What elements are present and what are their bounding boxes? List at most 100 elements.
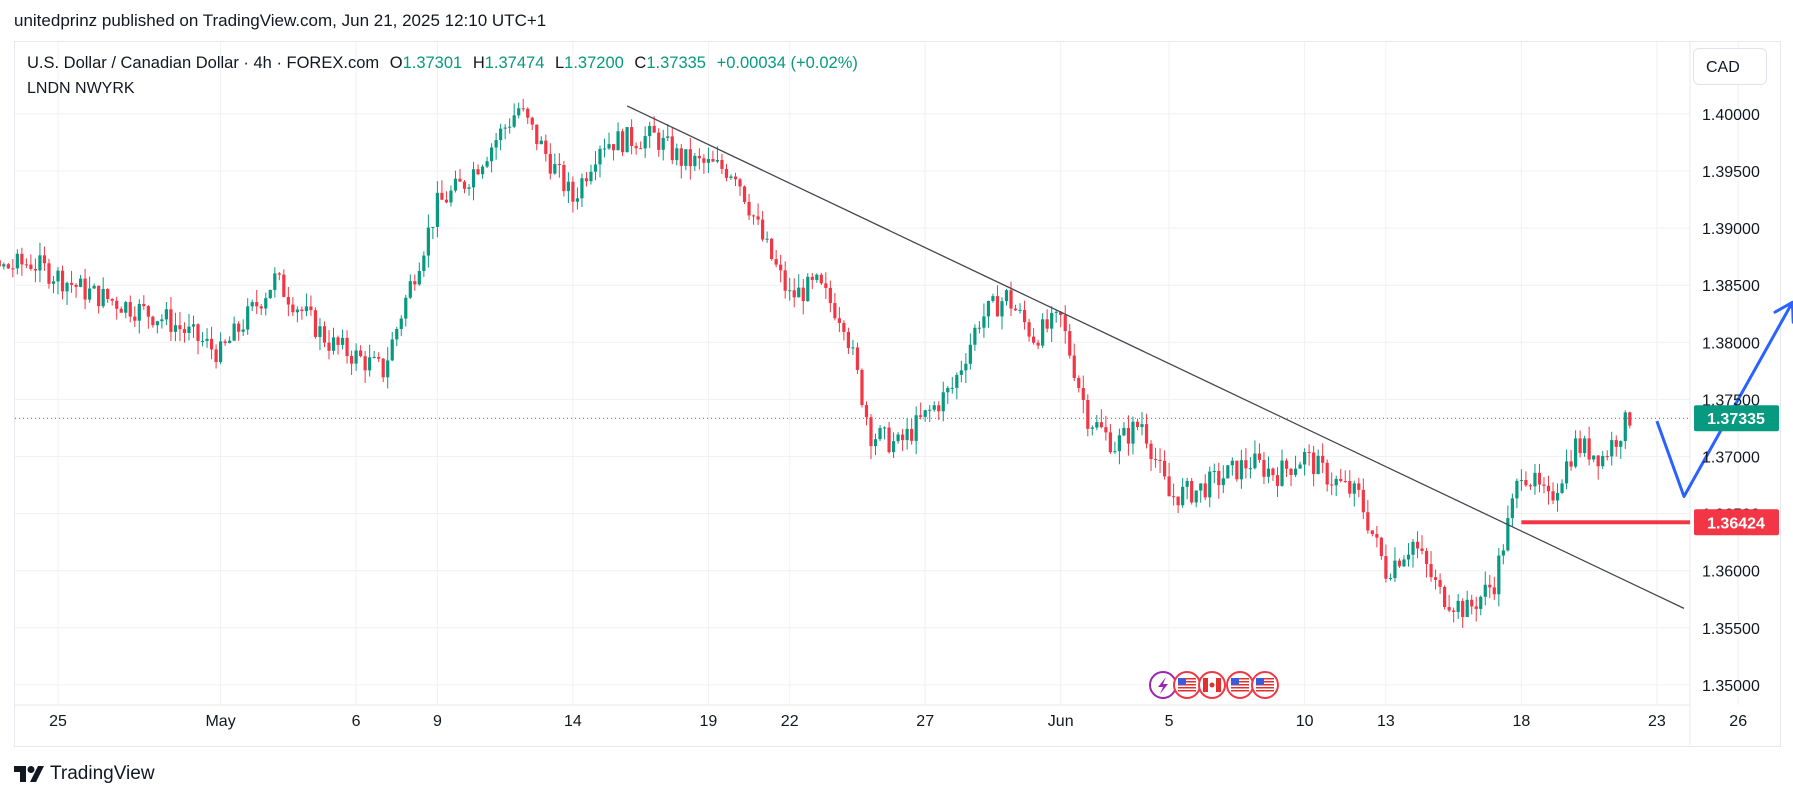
change-value: +0.00034 (+0.02%) bbox=[716, 54, 858, 72]
candle-body bbox=[1253, 453, 1257, 469]
candle-body bbox=[860, 369, 864, 406]
candle-body bbox=[1564, 461, 1569, 484]
candle-body bbox=[164, 309, 168, 320]
candle-body bbox=[101, 288, 105, 307]
candle-body bbox=[1515, 480, 1519, 499]
candle-body bbox=[69, 282, 74, 285]
candle-body bbox=[386, 360, 390, 378]
candle-body bbox=[792, 290, 796, 298]
currency-button[interactable]: CAD bbox=[1693, 48, 1767, 85]
candle-body bbox=[209, 338, 214, 350]
candle-body bbox=[417, 271, 421, 285]
candle-body bbox=[1176, 496, 1180, 506]
candle-body bbox=[250, 302, 254, 307]
symbol-name[interactable]: U.S. Dollar / Canadian Dollar · 4h · FOR… bbox=[27, 54, 380, 72]
candle-body bbox=[65, 282, 69, 292]
last-price-tag-bg bbox=[1694, 405, 1779, 432]
candle-body bbox=[724, 168, 729, 178]
candle-body bbox=[1113, 451, 1117, 453]
candle-body bbox=[751, 215, 756, 217]
candle-body bbox=[1108, 432, 1112, 453]
candle-body bbox=[151, 316, 155, 326]
candle-body bbox=[467, 187, 471, 189]
candle-body bbox=[182, 329, 187, 333]
candle-body bbox=[331, 337, 336, 351]
candle-body bbox=[783, 270, 787, 291]
candle-body bbox=[480, 166, 485, 175]
candle-body bbox=[562, 165, 566, 192]
candle-body bbox=[503, 127, 507, 129]
candle-body bbox=[219, 341, 223, 363]
candle-body bbox=[295, 309, 299, 313]
candle-body bbox=[237, 323, 241, 332]
candle-body bbox=[986, 301, 991, 317]
candle-body bbox=[801, 287, 805, 302]
candle-body bbox=[788, 290, 792, 292]
candle-body bbox=[1524, 480, 1528, 486]
candle-body bbox=[1000, 301, 1004, 317]
candle-body bbox=[322, 326, 327, 343]
symbol-legend: U.S. Dollar / Canadian Dollar · 4h · FOR… bbox=[27, 54, 858, 73]
candle-body bbox=[133, 316, 137, 321]
low-label: L bbox=[554, 54, 565, 72]
x-tick-label: 9 bbox=[433, 713, 442, 730]
candles bbox=[0, 98, 1632, 628]
candle-body bbox=[499, 128, 503, 141]
candle-body bbox=[1555, 492, 1560, 501]
candle-body bbox=[1275, 475, 1280, 486]
candle-body bbox=[246, 306, 250, 330]
candle-body bbox=[1339, 478, 1343, 482]
candle-body bbox=[1262, 459, 1266, 477]
candle-body bbox=[264, 298, 268, 309]
candle-body bbox=[1248, 468, 1252, 470]
candle-body bbox=[300, 309, 304, 312]
y-tick-label: 1.38500 bbox=[1702, 278, 1760, 295]
x-tick-label: 19 bbox=[700, 713, 718, 730]
candle-body bbox=[923, 410, 927, 417]
candle-body bbox=[756, 216, 760, 220]
candle-body bbox=[855, 347, 860, 370]
candle-body bbox=[404, 297, 408, 319]
candle-body bbox=[426, 227, 430, 256]
candle-body bbox=[1501, 550, 1505, 556]
candle-body bbox=[60, 270, 65, 292]
candle-body bbox=[914, 415, 918, 441]
candle-body bbox=[1393, 560, 1397, 579]
candle-body bbox=[1357, 483, 1361, 490]
candle-body bbox=[842, 322, 846, 332]
publish-info: unitedprinz published on TradingView.com… bbox=[14, 11, 547, 30]
candle-body bbox=[905, 428, 909, 441]
candle-body bbox=[1217, 470, 1221, 486]
candle-body bbox=[1081, 387, 1085, 401]
candle-body bbox=[770, 238, 774, 259]
candle-body bbox=[1280, 460, 1284, 486]
candle-body bbox=[982, 316, 986, 328]
candle-body bbox=[630, 127, 634, 146]
candle-body bbox=[354, 350, 358, 364]
candle-body bbox=[440, 192, 444, 200]
candle-body bbox=[485, 161, 489, 167]
candle-body bbox=[833, 303, 837, 319]
candle-body bbox=[891, 441, 896, 453]
tradingview-logo[interactable]: TradingView bbox=[14, 763, 155, 785]
candle-body bbox=[277, 273, 281, 275]
x-tick-label: 18 bbox=[1513, 713, 1531, 730]
sessions-indicator[interactable]: LNDN NWYRK bbox=[27, 80, 135, 97]
candle-body bbox=[729, 176, 733, 178]
candle-body bbox=[1587, 438, 1591, 460]
x-tick-label: 10 bbox=[1296, 713, 1314, 730]
candle-body bbox=[1054, 311, 1058, 313]
candle-body bbox=[453, 178, 458, 191]
candle-body bbox=[110, 298, 114, 301]
support-price-tag-bg bbox=[1694, 509, 1779, 536]
candle-body bbox=[1244, 460, 1248, 469]
candle-body bbox=[675, 148, 679, 161]
candle-body bbox=[1284, 460, 1289, 469]
candle-body bbox=[413, 281, 417, 285]
candle-body bbox=[584, 178, 589, 182]
candle-body bbox=[1303, 452, 1307, 465]
y-tick-label: 1.38000 bbox=[1702, 335, 1760, 352]
candle-body bbox=[1384, 556, 1388, 579]
low-value: 1.37200 bbox=[564, 54, 624, 72]
